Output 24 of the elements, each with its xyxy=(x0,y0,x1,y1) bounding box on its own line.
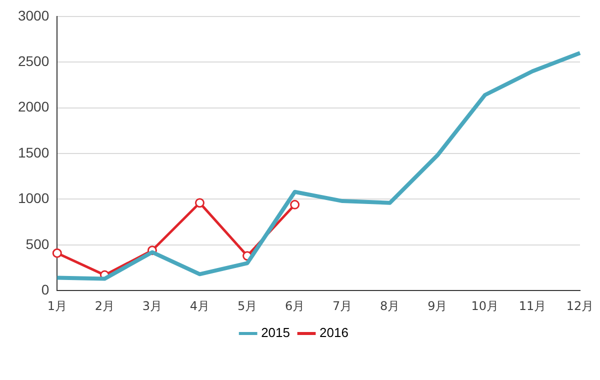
x-tick-label: 8月 xyxy=(380,298,400,313)
legend-label: 2016 xyxy=(320,325,348,340)
y-tick-label: 500 xyxy=(26,236,50,252)
x-tick-label: 7月 xyxy=(332,298,352,313)
y-tick-label: 2000 xyxy=(18,98,50,115)
x-tick-label: 11月 xyxy=(518,298,546,313)
y-tick-label: 0 xyxy=(41,281,50,298)
point xyxy=(52,248,62,258)
y-tick-label: 1000 xyxy=(18,190,50,206)
x-tick-label: 5月 xyxy=(237,298,258,313)
x-tick-label: 10月 xyxy=(471,298,499,313)
point xyxy=(290,200,300,210)
x-tick-label: 1月 xyxy=(47,298,67,313)
x-tick-label: 6月 xyxy=(284,298,305,313)
x-tick-label: 3月 xyxy=(142,298,162,313)
x-tick-label: 4月 xyxy=(190,298,210,313)
x-tick-label: 12月 xyxy=(566,298,594,313)
y-tick-label: 1500 xyxy=(18,144,50,160)
x-tick-label: 9月 xyxy=(428,298,448,313)
y-tick-label: 3000 xyxy=(18,7,50,24)
x-tick-label: 2月 xyxy=(94,298,114,313)
y-tick-label: 2500 xyxy=(18,52,50,69)
legend-label: 2015 xyxy=(261,325,290,340)
point xyxy=(194,198,204,208)
